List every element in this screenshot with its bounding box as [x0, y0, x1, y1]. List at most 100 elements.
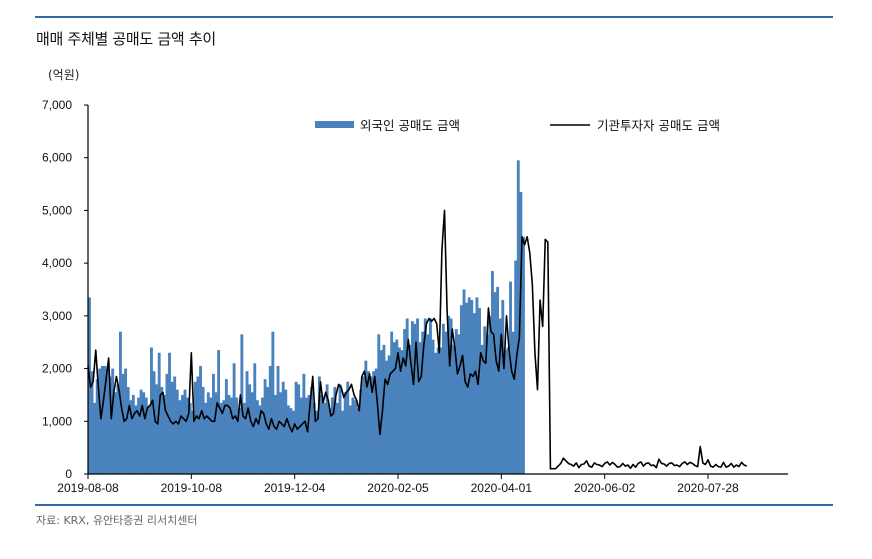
bar	[439, 347, 443, 474]
bar	[416, 318, 419, 474]
bar	[175, 389, 179, 474]
bar	[405, 318, 409, 474]
institution-short-selling-line	[87, 209, 748, 470]
bar	[250, 392, 254, 474]
bar	[137, 397, 140, 474]
bar	[134, 405, 138, 474]
foreign-short-selling-bars	[88, 160, 525, 475]
bar	[245, 371, 249, 474]
y-tick-label: 6,000	[42, 151, 72, 165]
bar	[418, 342, 422, 474]
bar	[387, 355, 391, 474]
y-tick-label: 5,000	[42, 203, 72, 217]
bar	[472, 313, 476, 474]
bar	[457, 334, 461, 474]
bar	[289, 408, 293, 474]
bar	[292, 410, 295, 474]
bar	[429, 318, 432, 474]
bar	[328, 408, 332, 474]
bar	[219, 402, 223, 474]
bar	[232, 363, 236, 474]
x-tick-label: 2020-04-01	[471, 481, 533, 495]
bar	[400, 350, 404, 474]
bar	[330, 397, 334, 474]
bar	[139, 389, 143, 474]
y-tick-label: 3,000	[42, 309, 72, 323]
legend-bar-swatch	[315, 121, 354, 128]
bar	[503, 350, 507, 474]
bar	[253, 363, 257, 474]
bar	[116, 384, 120, 474]
bar	[312, 402, 316, 474]
bar	[338, 384, 342, 474]
bar	[95, 379, 99, 474]
bar	[509, 281, 512, 474]
bar	[271, 331, 275, 474]
bar	[217, 350, 221, 474]
bar	[279, 392, 283, 474]
bar	[408, 344, 412, 474]
bar	[181, 394, 184, 474]
bar	[168, 352, 171, 474]
bar	[222, 400, 226, 474]
bar	[297, 384, 301, 474]
bar	[147, 405, 151, 474]
bar	[286, 405, 290, 474]
bar	[434, 352, 438, 474]
bar	[460, 305, 463, 474]
bar	[462, 289, 466, 474]
bar	[452, 344, 456, 474]
bar	[268, 365, 272, 474]
bar	[129, 400, 133, 474]
bar	[186, 397, 190, 474]
bar	[230, 397, 233, 474]
y-axis-unit: (억원)	[48, 68, 80, 82]
bar	[356, 408, 360, 474]
bar	[320, 394, 324, 474]
bar	[276, 365, 280, 474]
bar	[90, 371, 94, 474]
bar	[235, 397, 239, 474]
bar	[361, 376, 365, 474]
bar	[465, 302, 469, 474]
bar	[501, 300, 505, 474]
bar	[454, 329, 458, 474]
chart-title: 매매 주체별 공매도 금액 추이	[36, 30, 216, 48]
bar	[522, 236, 525, 474]
bar	[470, 300, 474, 474]
bar	[449, 318, 453, 474]
bar	[263, 379, 267, 474]
bar	[323, 402, 326, 474]
y-tick-label: 0	[65, 467, 72, 481]
bar	[124, 368, 128, 474]
bar	[410, 321, 414, 474]
bar	[165, 373, 169, 474]
bar	[431, 339, 435, 474]
bar	[379, 350, 383, 474]
bar	[155, 384, 159, 474]
bar	[421, 331, 425, 474]
bar	[377, 334, 381, 474]
bar	[307, 394, 311, 474]
bar	[336, 402, 339, 474]
bar	[183, 389, 187, 474]
bar	[305, 397, 308, 474]
bar	[126, 387, 130, 474]
x-tick-label: 2019-10-08	[161, 481, 223, 495]
bar	[343, 392, 347, 474]
bar	[333, 387, 337, 474]
bar	[519, 191, 523, 475]
bar	[237, 408, 241, 474]
bar	[364, 360, 368, 474]
bar	[478, 307, 481, 474]
bar	[441, 323, 445, 474]
bar	[160, 387, 164, 474]
bar	[348, 405, 352, 474]
bar	[403, 329, 407, 474]
bar	[413, 323, 417, 474]
bar	[162, 394, 166, 474]
bar	[423, 318, 427, 474]
bar	[317, 376, 321, 474]
bar	[100, 365, 104, 474]
bar	[325, 384, 329, 474]
